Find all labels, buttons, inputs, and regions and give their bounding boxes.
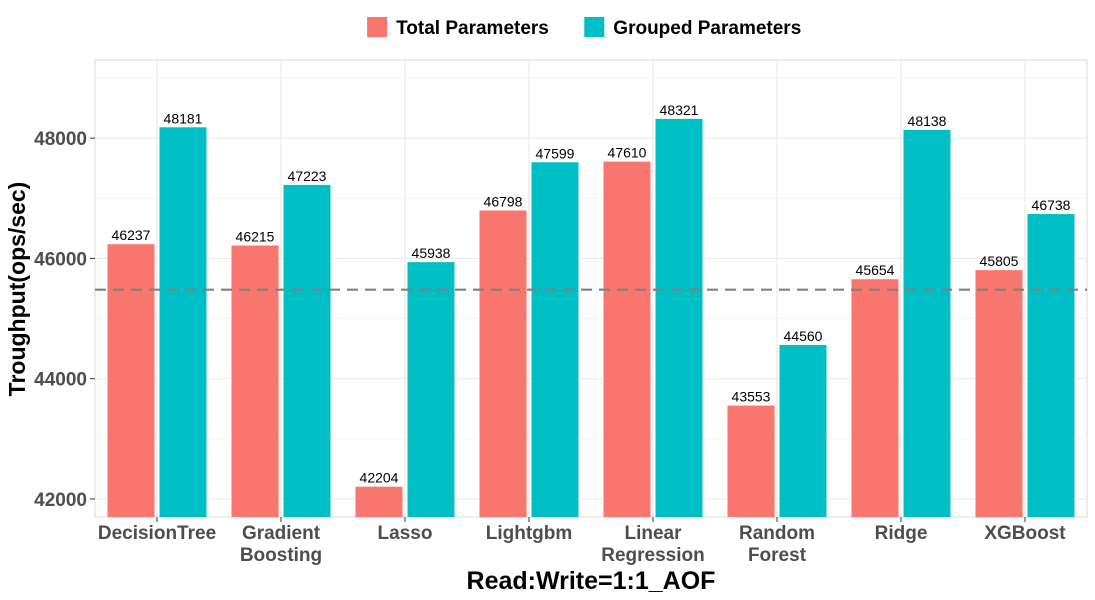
y-tick-label: 44000 <box>34 370 87 391</box>
bar <box>407 262 455 517</box>
bar <box>779 345 827 517</box>
data-label: 47610 <box>608 145 647 161</box>
bar <box>107 244 155 517</box>
x-axis-label: Read:Write=1:1_AOF <box>467 567 716 595</box>
legend-label: Total Parameters <box>396 18 549 39</box>
x-tick-label: Forest <box>748 545 807 566</box>
data-label: 46738 <box>1032 197 1071 213</box>
y-axis-label: Troughput(ops/sec) <box>4 182 30 397</box>
bar <box>727 405 775 517</box>
x-tick-label: DecisionTree <box>98 523 216 544</box>
bar <box>531 162 579 517</box>
y-tick-label: 46000 <box>34 249 87 270</box>
data-label: 47223 <box>288 168 327 184</box>
data-label: 46237 <box>112 227 151 243</box>
x-tick-label: Linear <box>624 523 682 544</box>
data-label: 47599 <box>536 145 575 161</box>
bar <box>603 161 651 517</box>
x-tick-label: Ridge <box>875 523 928 544</box>
data-label: 44560 <box>784 328 823 344</box>
legend-label: Grouped Parameters <box>613 18 801 39</box>
data-labels: 46237 46215 42204 46798 47610 43553 45654 45805… <box>112 102 1071 486</box>
bar <box>231 245 279 517</box>
bar <box>159 127 207 518</box>
legend: Total Parameters Grouped Parameters <box>367 17 801 39</box>
bar <box>903 129 951 517</box>
bars <box>107 118 1075 518</box>
bar <box>975 270 1023 517</box>
x-tick-label: Regression <box>601 545 704 566</box>
y-axis-ticks: 42000 44000 46000 48000 <box>34 129 95 511</box>
bar <box>283 184 331 517</box>
x-tick-label: Boosting <box>240 545 322 566</box>
bar <box>479 210 527 517</box>
data-label: 46798 <box>484 193 523 209</box>
data-label: 43553 <box>732 389 771 405</box>
y-tick-label: 48000 <box>34 129 87 150</box>
bar <box>655 118 703 518</box>
data-label: 48321 <box>660 102 699 118</box>
x-tick-label: Lasso <box>378 523 433 544</box>
data-label: 45654 <box>856 262 895 278</box>
data-label: 45938 <box>412 245 451 261</box>
data-label: 48138 <box>908 113 947 129</box>
x-tick-label: XGBoost <box>984 523 1066 544</box>
data-label: 42204 <box>360 470 399 486</box>
bar <box>355 486 403 517</box>
x-tick-label: Gradient <box>242 523 321 544</box>
bar <box>851 279 899 517</box>
x-tick-label: Random <box>739 523 815 544</box>
data-label: 48181 <box>164 110 203 126</box>
data-label: 46215 <box>236 229 275 245</box>
x-tick-label: Lightgbm <box>486 523 573 544</box>
legend-key <box>367 17 388 37</box>
legend-key <box>584 17 605 37</box>
bar <box>1027 214 1075 517</box>
y-tick-label: 42000 <box>34 490 87 511</box>
data-label: 45805 <box>980 253 1019 269</box>
